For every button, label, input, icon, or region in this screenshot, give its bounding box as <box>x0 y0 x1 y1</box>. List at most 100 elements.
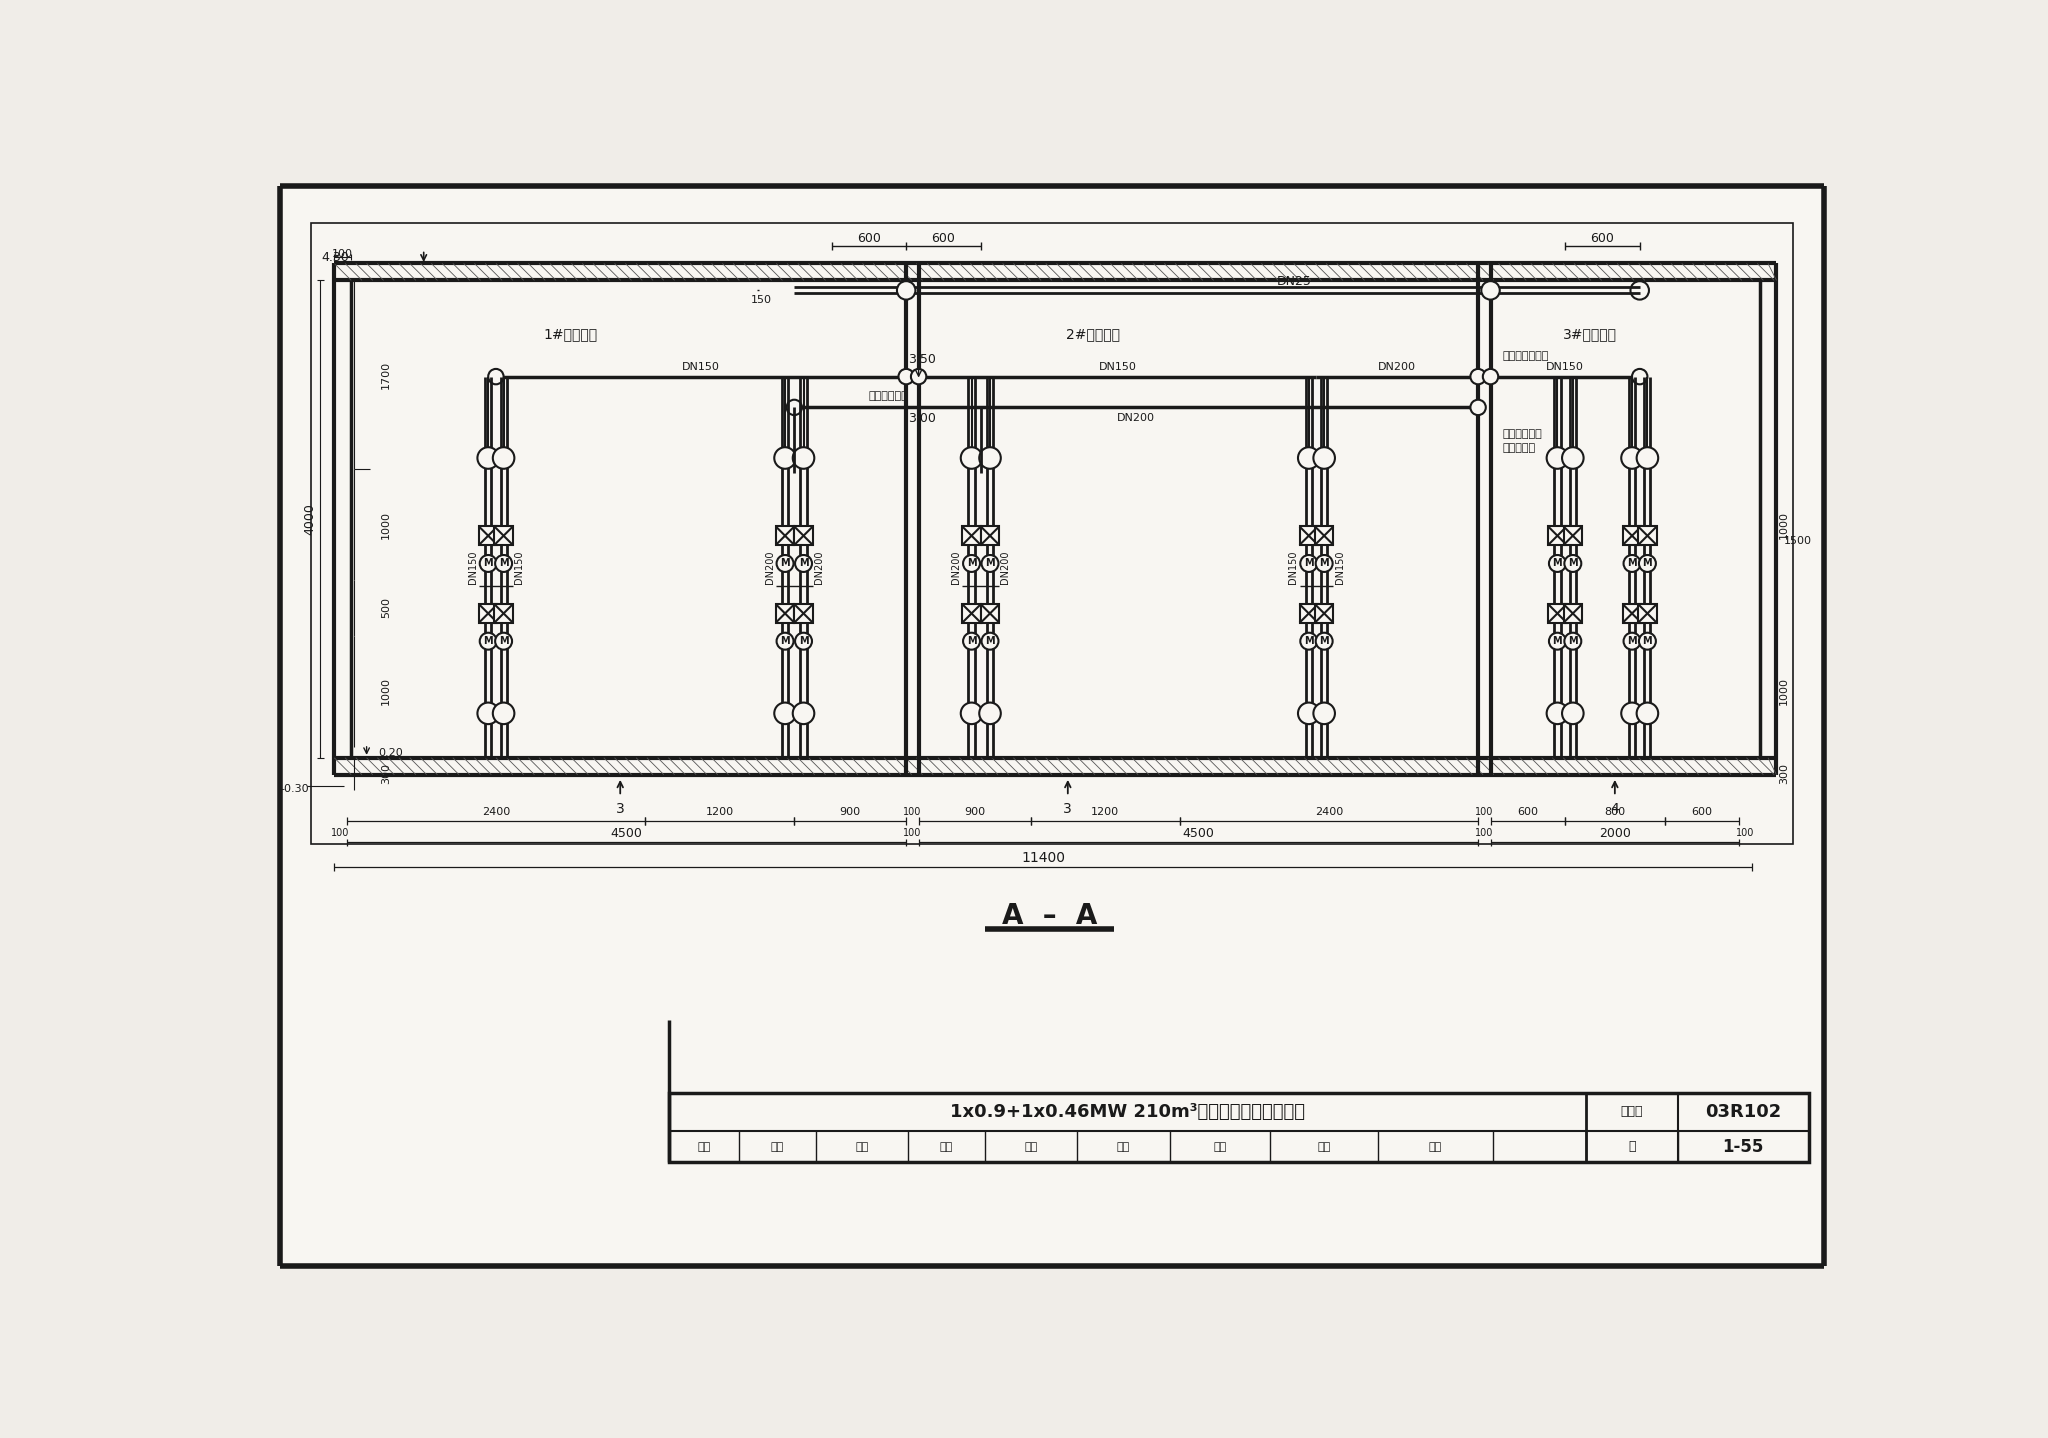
Circle shape <box>494 447 514 469</box>
Circle shape <box>1638 633 1657 650</box>
Circle shape <box>479 633 498 650</box>
Text: M: M <box>483 558 494 568</box>
Circle shape <box>1548 555 1567 572</box>
Circle shape <box>1563 447 1583 469</box>
Circle shape <box>1636 703 1659 725</box>
Text: DN200: DN200 <box>1118 413 1155 423</box>
Text: 图集号: 图集号 <box>1620 1106 1642 1119</box>
Text: 900: 900 <box>965 807 985 817</box>
Circle shape <box>487 370 504 384</box>
Bar <box>1638 526 1657 545</box>
Text: 4500: 4500 <box>1182 827 1214 840</box>
Circle shape <box>1315 633 1333 650</box>
Bar <box>494 604 512 623</box>
Circle shape <box>1632 370 1647 384</box>
Text: 3: 3 <box>1063 801 1073 815</box>
Text: M: M <box>1319 636 1329 646</box>
Bar <box>479 604 498 623</box>
Text: 100: 100 <box>332 828 350 838</box>
Text: 审核: 审核 <box>696 1142 711 1152</box>
Text: M: M <box>1569 636 1577 646</box>
Circle shape <box>1470 400 1485 416</box>
Bar <box>1315 526 1333 545</box>
Bar <box>494 526 512 545</box>
Bar <box>1563 604 1581 623</box>
Text: 100: 100 <box>1737 828 1755 838</box>
Text: DN150: DN150 <box>682 362 721 372</box>
Bar <box>963 526 981 545</box>
Circle shape <box>961 447 983 469</box>
Text: DN25: DN25 <box>1276 275 1311 288</box>
Text: 2400: 2400 <box>481 807 510 817</box>
Circle shape <box>1546 447 1569 469</box>
Text: 150: 150 <box>750 295 772 305</box>
Text: 来水筱补水: 来水筱补水 <box>1503 443 1536 453</box>
Bar <box>1315 604 1333 623</box>
Text: 3.00: 3.00 <box>909 411 936 424</box>
Circle shape <box>776 555 793 572</box>
Circle shape <box>1315 555 1333 572</box>
Bar <box>1563 526 1581 545</box>
Text: 1500: 1500 <box>1784 536 1812 546</box>
Text: 张力: 张力 <box>856 1142 868 1152</box>
Circle shape <box>1622 447 1642 469</box>
Text: 100: 100 <box>903 828 922 838</box>
Circle shape <box>981 555 999 572</box>
Text: M: M <box>985 558 995 568</box>
Circle shape <box>1298 703 1319 725</box>
Circle shape <box>979 703 1001 725</box>
Circle shape <box>1313 703 1335 725</box>
Text: 900: 900 <box>840 807 860 817</box>
Text: 100: 100 <box>1475 828 1493 838</box>
Text: 3: 3 <box>616 801 625 815</box>
Bar <box>1638 604 1657 623</box>
Bar <box>1548 604 1567 623</box>
Text: 4: 4 <box>1610 801 1620 815</box>
Text: 分利: 分利 <box>1430 1142 1442 1152</box>
Circle shape <box>1546 703 1569 725</box>
Bar <box>795 604 813 623</box>
Text: DN150: DN150 <box>1288 551 1298 584</box>
Text: M: M <box>1642 636 1653 646</box>
Text: DN200: DN200 <box>764 551 774 584</box>
Bar <box>981 604 999 623</box>
Circle shape <box>1548 633 1567 650</box>
Text: 500: 500 <box>381 597 391 618</box>
Text: 4.30: 4.30 <box>322 250 350 263</box>
Text: DN200: DN200 <box>999 551 1010 584</box>
Text: 设计: 设计 <box>1212 1142 1227 1152</box>
Circle shape <box>963 555 981 572</box>
Bar <box>1300 604 1319 623</box>
Bar <box>1548 526 1567 545</box>
Text: 1000: 1000 <box>1780 510 1790 539</box>
Bar <box>311 223 1794 844</box>
Circle shape <box>897 282 915 299</box>
Text: 300: 300 <box>381 764 391 785</box>
Text: M: M <box>1628 558 1636 568</box>
Circle shape <box>981 633 999 650</box>
Circle shape <box>477 447 500 469</box>
Text: 页: 页 <box>1628 1140 1636 1153</box>
Circle shape <box>961 703 983 725</box>
Text: M: M <box>1305 558 1313 568</box>
Circle shape <box>786 400 803 416</box>
Text: 2#蓄热水筱: 2#蓄热水筱 <box>1065 328 1120 341</box>
Text: M: M <box>1319 558 1329 568</box>
Text: M: M <box>967 558 977 568</box>
Circle shape <box>1563 703 1583 725</box>
Circle shape <box>1470 370 1485 384</box>
Circle shape <box>899 370 913 384</box>
Text: 1200: 1200 <box>1092 807 1118 817</box>
Text: 1000: 1000 <box>381 510 391 539</box>
Text: DN150: DN150 <box>514 551 524 584</box>
Bar <box>776 604 795 623</box>
Circle shape <box>1298 447 1319 469</box>
Text: 100: 100 <box>903 807 922 817</box>
Text: M: M <box>985 636 995 646</box>
Text: 孙球: 孙球 <box>1116 1142 1130 1152</box>
Text: 由泵接回水筱: 由泵接回水筱 <box>868 391 909 401</box>
Text: 校对: 校对 <box>940 1142 952 1152</box>
Text: M: M <box>1552 636 1563 646</box>
Bar <box>1622 526 1640 545</box>
Text: M: M <box>780 636 791 646</box>
